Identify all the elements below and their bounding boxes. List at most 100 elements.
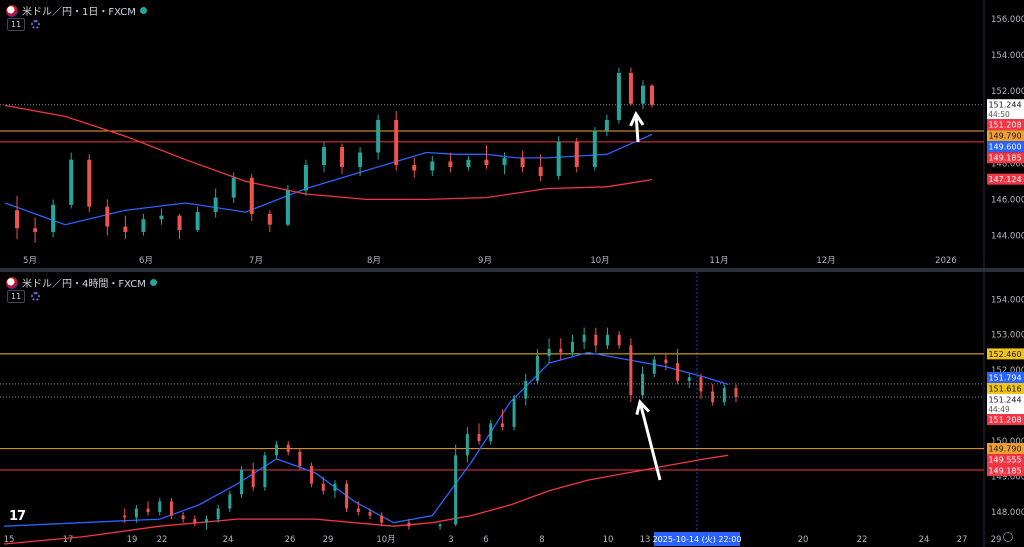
candle-body — [358, 152, 363, 167]
x-tick-label: 10月 — [376, 535, 395, 545]
chart-settings-icon[interactable] — [1003, 532, 1013, 542]
candle-body — [240, 469, 244, 495]
price-label-box — [987, 348, 1024, 360]
price-label: 151.208 — [988, 416, 1021, 425]
candle-body — [181, 515, 185, 520]
x-tick-label: 6 — [483, 535, 488, 545]
candle-body — [285, 190, 290, 225]
candle-body — [687, 377, 691, 381]
price-label: 149.600 — [988, 143, 1021, 152]
x-tick-label: 8 — [539, 535, 544, 545]
moving-average-line — [4, 133, 653, 226]
candle-body — [267, 213, 272, 225]
annotation-arrow[interactable] — [638, 401, 662, 481]
indicator-settings-icon[interactable] — [31, 20, 41, 29]
price-label: 149.185 — [988, 154, 1021, 163]
price-label-box — [987, 454, 1024, 466]
x-tick-label: 5月 — [23, 256, 37, 266]
candle-body — [604, 119, 609, 131]
candle-body — [547, 348, 551, 357]
pane-divider[interactable] — [0, 268, 1024, 272]
candle-body — [538, 166, 543, 176]
candle-body — [275, 444, 279, 456]
price-label: 151.616 — [988, 385, 1021, 394]
x-tick-label: 17 — [63, 535, 74, 545]
candle-body — [213, 197, 218, 213]
x-tick-label: 9月 — [478, 256, 492, 266]
x-tick-label: 29 — [991, 535, 1002, 545]
candle-body — [376, 119, 381, 153]
candle-body — [159, 215, 164, 220]
candle-body — [489, 423, 493, 442]
y-tick-label: 146.000 — [991, 195, 1024, 205]
price-label: 151.244 — [988, 396, 1021, 405]
candle-body — [134, 508, 138, 518]
countdown-label: 44:49 — [988, 405, 1010, 414]
moving-average-line — [3, 351, 729, 527]
x-tick-label: 22 — [157, 535, 168, 545]
candle-body — [33, 228, 38, 232]
candle-body — [345, 483, 349, 509]
indicator-count-badge[interactable]: 11 — [7, 18, 26, 31]
x-tick-label: 15 — [4, 535, 15, 545]
candle-body — [711, 391, 715, 403]
x-tick-label: 3 — [448, 535, 453, 545]
candle-body — [559, 348, 563, 353]
candle-body — [570, 341, 574, 353]
chart-pane-4h[interactable]: 148.000149.000150.000151.000152.000153.0… — [0, 272, 1024, 547]
y-tick-label: 152.000 — [991, 366, 1024, 376]
candle-body — [722, 387, 726, 403]
symbol-title: 米ドル／円・4時間・FXCM — [22, 279, 146, 290]
candle-body — [448, 161, 453, 167]
candle-body — [594, 334, 598, 346]
candle-body — [582, 334, 586, 342]
x-tick-label: 7月 — [249, 256, 263, 266]
candle-body — [512, 398, 516, 427]
candle-body — [216, 508, 220, 520]
candle-body — [484, 159, 489, 166]
x-tick-label: 24 — [223, 535, 234, 545]
indicator-settings-icon[interactable] — [31, 292, 41, 301]
candle-body — [146, 508, 150, 513]
candle-body — [502, 157, 507, 166]
candle-body — [640, 85, 645, 104]
candle-body — [535, 356, 539, 381]
candle-body — [286, 444, 290, 452]
candle-body — [465, 434, 469, 456]
symbol-legend[interactable]: 米ドル／円・4時間・FXCM — [6, 275, 157, 290]
usdjpy-flag-icon — [6, 4, 18, 17]
y-tick-label: 154.000 — [991, 295, 1024, 305]
candle-body — [195, 212, 200, 231]
candle-body — [380, 515, 384, 523]
y-tick-label: 153.000 — [991, 331, 1024, 341]
price-label-box — [987, 465, 1024, 477]
candle-body — [321, 147, 326, 166]
price-label: 149.185 — [988, 467, 1021, 476]
x-tick-label: 24 — [919, 535, 930, 545]
chart-pane-daily[interactable]: 144.000146.000148.000150.000152.000154.0… — [0, 0, 1024, 268]
crosshair-date-label: 2025-10-14 (火) 22:00 — [653, 535, 742, 544]
daily-chart-svg[interactable]: 144.000146.000148.000150.000152.000154.0… — [0, 0, 1024, 268]
symbol-legend[interactable]: 米ドル／円・1日・FXCM — [6, 3, 147, 18]
price-label: 152.460 — [988, 350, 1021, 359]
candle-body — [340, 147, 345, 167]
candle-body — [574, 141, 579, 167]
x-tick-label: 6月 — [139, 256, 153, 266]
4h-chart-svg[interactable]: 148.000149.000150.000151.000152.000153.0… — [0, 272, 1024, 547]
x-tick-label: 13 — [640, 535, 651, 545]
indicator-count-badge[interactable]: 11 — [7, 290, 26, 303]
price-label-box — [987, 99, 1024, 120]
y-tick-label: 152.000 — [991, 87, 1024, 97]
x-tick-label: 29 — [323, 535, 334, 545]
annotation-arrowhead — [635, 398, 650, 415]
candle-body — [310, 465, 314, 484]
moving-average-line — [3, 454, 729, 545]
candle-body — [204, 519, 208, 523]
annotation-arrow[interactable] — [634, 113, 640, 143]
candle-body — [592, 130, 597, 167]
price-label: 147.124 — [988, 175, 1021, 184]
candle-body — [228, 494, 232, 509]
price-label-box — [987, 119, 1024, 131]
x-tick-label: 8月 — [367, 256, 381, 266]
candle-body — [650, 85, 654, 105]
